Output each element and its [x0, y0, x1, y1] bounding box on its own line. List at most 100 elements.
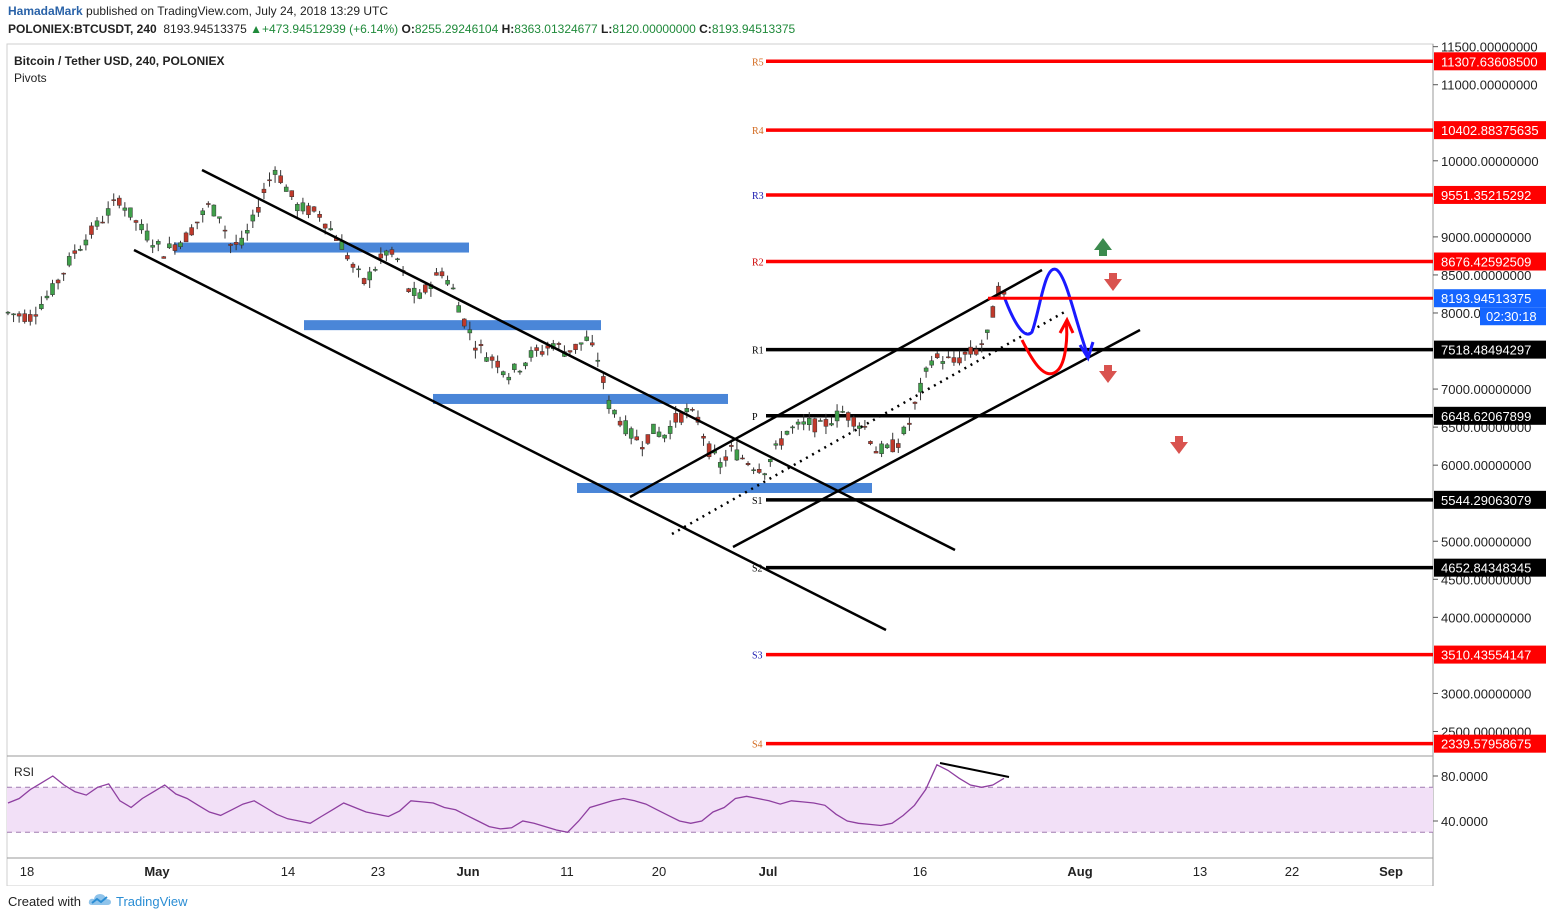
- price-axis[interactable]: 11500.00000000 11000.00000000 10000.000000…: [1433, 40, 1539, 740]
- candle-body: [901, 426, 907, 435]
- blue-arrowhead-icon: [1078, 341, 1095, 362]
- candle-body: [790, 426, 795, 429]
- candle-body: [83, 239, 89, 246]
- close-value: 8193.94513375: [711, 22, 796, 36]
- pivot-label: R3: [752, 191, 764, 202]
- time-tick-label: 18: [20, 864, 34, 879]
- candle-body: [22, 313, 27, 322]
- candle-body: [729, 445, 734, 447]
- candle-body: [450, 287, 456, 290]
- pivot-levels: R5 11307.63608500 R4 10402.88375635 R3 9551.3…: [752, 52, 1546, 753]
- time-tick-label: 22: [1285, 864, 1299, 879]
- candle-body: [361, 278, 367, 284]
- pivot-price-badge: [1434, 121, 1546, 140]
- candle-body: [167, 243, 172, 249]
- candle-body: [395, 258, 400, 261]
- candle-body: [534, 347, 539, 351]
- candle-body: [845, 412, 851, 421]
- candle-body: [651, 423, 656, 434]
- candle-body: [996, 285, 1001, 297]
- candle-body: [645, 434, 651, 444]
- candle-body: [66, 256, 72, 266]
- candle-body: [28, 314, 33, 322]
- candle-body: [434, 272, 439, 276]
- candle-body: [706, 443, 712, 458]
- time-axis[interactable]: 18 May 14 23 Jun 11 20 Jul 16 Aug 13 22 Sep: [20, 864, 1403, 879]
- candle-body: [929, 360, 934, 366]
- up-triangle-icon: ▲: [250, 22, 263, 36]
- author-name[interactable]: HamadaMark: [8, 4, 83, 18]
- price-tick-label: 11000.00000000: [1441, 78, 1538, 93]
- sr-zone: [174, 242, 469, 253]
- pivot-price-label: 6648.62067899: [1441, 409, 1531, 424]
- pivot-price-badge: [1434, 252, 1546, 271]
- candle-body: [462, 318, 467, 327]
- current-price-label: 8193.94513375: [1441, 291, 1531, 306]
- rsi-tick-label: 80.0000: [1441, 769, 1488, 784]
- candle-body: [72, 250, 78, 254]
- candle-body: [183, 232, 189, 243]
- candle-body: [762, 473, 767, 476]
- chart-header: HamadaMark published on TradingView.com,…: [0, 0, 1560, 40]
- candle-body: [940, 361, 946, 364]
- candle-body: [595, 359, 601, 362]
- candle-body: [567, 350, 573, 353]
- candle-body: [634, 436, 640, 441]
- open-label: O:: [401, 22, 415, 36]
- candle-body: [990, 306, 996, 318]
- candle-body: [879, 443, 884, 454]
- pivot-label: S2: [752, 564, 763, 575]
- channel-midline: [671, 308, 1069, 536]
- candle-body: [773, 443, 779, 446]
- rsi-pane: 80.0000 40.0000: [7, 763, 1488, 834]
- candle-body: [623, 420, 628, 435]
- candle-body: [16, 313, 22, 317]
- candle-body: [673, 413, 678, 423]
- published-info: published on TradingView.com, July 24, 2…: [86, 4, 389, 18]
- pivot-price-badge: [1434, 645, 1546, 664]
- tradingview-link[interactable]: TradingView: [116, 894, 188, 909]
- price-tick-label: 8500.00000000: [1441, 268, 1531, 283]
- candle-body: [117, 197, 122, 206]
- pivot-price-label: 9551.35215292: [1441, 188, 1531, 203]
- candle-body: [445, 280, 450, 285]
- support-resistance-zones: [174, 242, 872, 493]
- candle-body: [245, 230, 250, 234]
- candle-body: [801, 421, 806, 425]
- candle-body: [517, 370, 523, 373]
- candle-body: [957, 357, 962, 364]
- price-tick-label: 11500.00000000: [1441, 40, 1538, 55]
- candle-body: [356, 268, 361, 271]
- candle-body: [489, 356, 495, 361]
- time-tick-label: Sep: [1379, 864, 1403, 879]
- candle-body: [912, 401, 918, 404]
- time-tick-label: 14: [281, 864, 295, 879]
- pivot-label: S3: [752, 651, 763, 662]
- bearish-projection-path: [1020, 321, 1069, 376]
- candle-body: [5, 311, 11, 314]
- channel-trendlines: [133, 168, 1141, 778]
- countdown-badge: [1480, 307, 1546, 326]
- candle-body: [751, 469, 756, 471]
- candle-body: [267, 179, 272, 182]
- low-label: L:: [601, 22, 613, 36]
- candle-body: [50, 283, 55, 295]
- candle-body: [55, 279, 61, 284]
- candle-body: [33, 314, 39, 317]
- candle-body: [111, 199, 116, 201]
- pivot-label: R2: [752, 258, 764, 269]
- chart-canvas[interactable]: Bitcoin / Tether USD, 240, POLONIEX Pivo…: [0, 0, 1560, 886]
- bullish-projection-path: [1003, 267, 1090, 357]
- candle-body: [679, 412, 684, 423]
- candle-body: [311, 206, 317, 212]
- pivot-price-label: 8676.42592509: [1441, 255, 1531, 270]
- candle-body: [189, 227, 194, 236]
- candle-body: [862, 426, 868, 428]
- candle-body: [233, 242, 239, 245]
- pivot-price-label: 7518.48494297: [1441, 343, 1531, 358]
- pivot-price-label: 4652.84348345: [1441, 561, 1531, 576]
- tradingview-cloud-icon[interactable]: [88, 892, 112, 908]
- current-price-marker: 8193.94513375 02:30:18: [988, 289, 1546, 326]
- downtrend-channel-upper: [201, 168, 956, 552]
- candle-body: [239, 237, 244, 246]
